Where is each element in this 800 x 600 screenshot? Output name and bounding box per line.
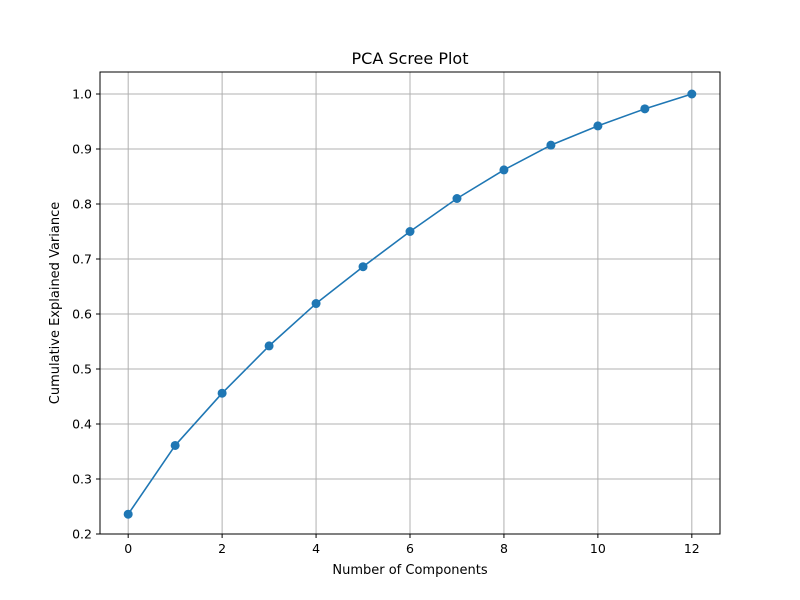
chart-title: PCA Scree Plot (352, 49, 469, 68)
x-tick-label: 8 (500, 541, 508, 556)
y-tick-label: 0.5 (72, 362, 92, 377)
data-point (170, 440, 180, 450)
x-axis-ticks: 0 2 4 6 8 10 12 (124, 534, 700, 556)
data-point (687, 89, 697, 99)
data-point (593, 121, 603, 131)
data-point (123, 509, 133, 519)
data-point (264, 341, 274, 351)
data-point (217, 388, 227, 398)
y-axis-ticks: 0.2 0.3 0.4 0.5 0.6 0.7 0.8 0.9 1.0 (72, 87, 100, 542)
y-tick-label: 0.3 (72, 472, 92, 487)
y-tick-label: 0.4 (72, 417, 92, 432)
y-tick-label: 0.7 (72, 252, 92, 267)
x-axis-label: Number of Components (332, 563, 487, 578)
data-point (499, 165, 509, 175)
data-point (358, 262, 368, 272)
data-point (405, 227, 415, 236)
series-layer (123, 89, 697, 519)
y-tick-label: 0.8 (72, 197, 92, 212)
y-axis-label: Cumulative Explained Variance (48, 202, 63, 404)
x-tick-label: 10 (590, 541, 606, 556)
y-tick-label: 0.9 (72, 142, 92, 157)
x-tick-label: 2 (218, 541, 226, 556)
grid (100, 72, 720, 535)
y-tick-label: 0.6 (72, 307, 92, 322)
x-tick-label: 6 (406, 541, 414, 556)
x-tick-label: 0 (124, 541, 132, 556)
y-tick-label: 1.0 (72, 87, 92, 102)
y-tick-label: 0.2 (72, 527, 92, 542)
x-tick-label: 4 (312, 541, 320, 556)
x-tick-label: 12 (684, 541, 700, 556)
data-point (546, 140, 556, 150)
data-point (452, 194, 462, 203)
data-point (640, 104, 650, 114)
data-point (311, 299, 321, 309)
